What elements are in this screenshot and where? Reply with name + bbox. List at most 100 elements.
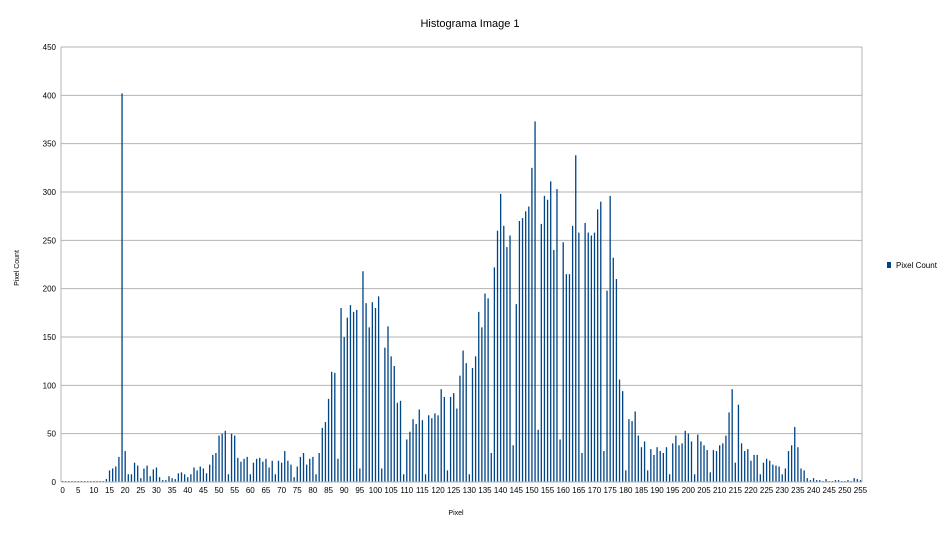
histogram-bar xyxy=(728,412,730,482)
histogram-bar xyxy=(593,232,596,482)
histogram-bar xyxy=(259,457,261,482)
histogram-bar xyxy=(571,225,574,482)
x-tick-label: 230 xyxy=(776,486,790,495)
histogram-bar xyxy=(312,456,314,482)
histogram-bar xyxy=(406,439,408,482)
x-tick-label: 140 xyxy=(494,486,508,495)
histogram-bar xyxy=(249,474,251,482)
y-tick-label: 450 xyxy=(43,43,57,52)
x-tick-label: 215 xyxy=(729,486,743,495)
histogram-bar xyxy=(706,450,708,482)
histogram-bar xyxy=(324,422,327,482)
histogram-bar xyxy=(794,426,796,482)
histogram-bar xyxy=(531,167,533,482)
histogram-bar xyxy=(859,480,862,482)
histogram-bar xyxy=(412,419,414,482)
histogram-bar xyxy=(127,474,129,482)
x-tick-label: 145 xyxy=(510,486,524,495)
histogram-bar xyxy=(471,367,474,482)
x-tick-label: 220 xyxy=(744,486,758,495)
x-axis-label: Pixel xyxy=(448,510,464,517)
histogram-bar xyxy=(722,443,724,482)
x-tick-label: 130 xyxy=(463,486,477,495)
histogram-bar xyxy=(525,211,527,482)
histogram-bar xyxy=(365,303,367,482)
histogram-bar xyxy=(659,451,661,482)
histogram-bar xyxy=(656,447,658,482)
histogram-bar xyxy=(390,356,392,482)
histogram-bar xyxy=(174,479,176,482)
histogram-bar xyxy=(687,433,690,482)
histogram-bar xyxy=(449,396,452,482)
histogram-bar xyxy=(305,464,308,482)
x-tick-label: 125 xyxy=(447,486,461,495)
histogram-bar xyxy=(290,464,292,482)
histogram-bar xyxy=(274,474,277,482)
histogram-bar xyxy=(309,458,311,482)
histogram-bar xyxy=(418,409,420,482)
x-tick-label: 45 xyxy=(199,486,208,495)
axes: 0 50 100 150 200 250 300 350 400 450 0 5 10 15 20 25 30 3… xyxy=(43,43,868,495)
histogram-bar xyxy=(781,474,783,482)
legend-label: Pixel Count xyxy=(896,261,938,270)
x-tick-label: 110 xyxy=(400,486,413,495)
chart-title: Histograma Image 1 xyxy=(420,18,519,30)
histogram-bar xyxy=(662,453,664,482)
histogram-bar xyxy=(140,478,142,482)
histogram-bar xyxy=(628,419,630,482)
histogram-bar xyxy=(803,470,805,482)
histogram-bar xyxy=(399,400,402,482)
x-tick-label: 240 xyxy=(807,486,821,495)
histogram-bar xyxy=(465,363,467,482)
histogram-bar xyxy=(565,274,567,482)
histogram-bar xyxy=(187,477,189,482)
y-tick-label: 400 xyxy=(43,91,57,100)
x-tick-label: 5 xyxy=(76,486,81,495)
histogram-bar xyxy=(368,327,370,482)
histogram-bar xyxy=(462,350,464,482)
histogram-bar xyxy=(775,465,777,482)
histogram-bar xyxy=(484,293,486,482)
histogram-bar xyxy=(503,225,505,482)
histogram-bar xyxy=(634,411,636,482)
histogram-bar xyxy=(143,468,145,482)
x-tick-label: 245 xyxy=(822,486,836,495)
histogram-bar xyxy=(603,451,605,482)
histogram-bar xyxy=(252,462,255,482)
x-tick-label: 30 xyxy=(152,486,161,495)
histogram-bar xyxy=(315,474,317,482)
y-tick-label: 100 xyxy=(43,381,57,390)
histogram-bar xyxy=(255,458,258,482)
histogram-bar xyxy=(496,230,499,482)
histogram-bar xyxy=(684,430,686,482)
histogram-bar xyxy=(553,250,555,482)
histogram-bar xyxy=(737,404,740,482)
histogram-bar xyxy=(362,271,364,482)
histogram-bar xyxy=(596,209,599,482)
histogram-bar xyxy=(180,472,183,482)
histogram-bar xyxy=(668,474,671,482)
y-tick-label: 200 xyxy=(43,285,57,294)
x-tick-label: 250 xyxy=(838,486,852,495)
histogram-bar xyxy=(575,155,577,482)
histogram-bar xyxy=(740,443,743,482)
histogram-bar xyxy=(237,457,239,482)
histogram-bar xyxy=(750,460,752,482)
histogram-bar xyxy=(647,470,649,482)
x-tick-label: 65 xyxy=(261,486,270,495)
histogram-bar xyxy=(819,480,821,482)
histogram-bar xyxy=(559,439,561,482)
histogram-bar xyxy=(431,418,433,482)
histogram-bar xyxy=(556,189,558,482)
histogram-bar xyxy=(690,441,693,482)
y-tick-label: 0 xyxy=(52,478,57,487)
histogram-bar xyxy=(193,467,195,482)
histogram-bar xyxy=(205,473,208,482)
x-tick-label: 165 xyxy=(572,486,586,495)
histogram-bar xyxy=(321,427,323,482)
x-tick-label: 55 xyxy=(230,486,239,495)
histogram-bar xyxy=(853,478,855,482)
histogram-bar xyxy=(744,451,746,482)
histogram-bar xyxy=(643,441,646,482)
